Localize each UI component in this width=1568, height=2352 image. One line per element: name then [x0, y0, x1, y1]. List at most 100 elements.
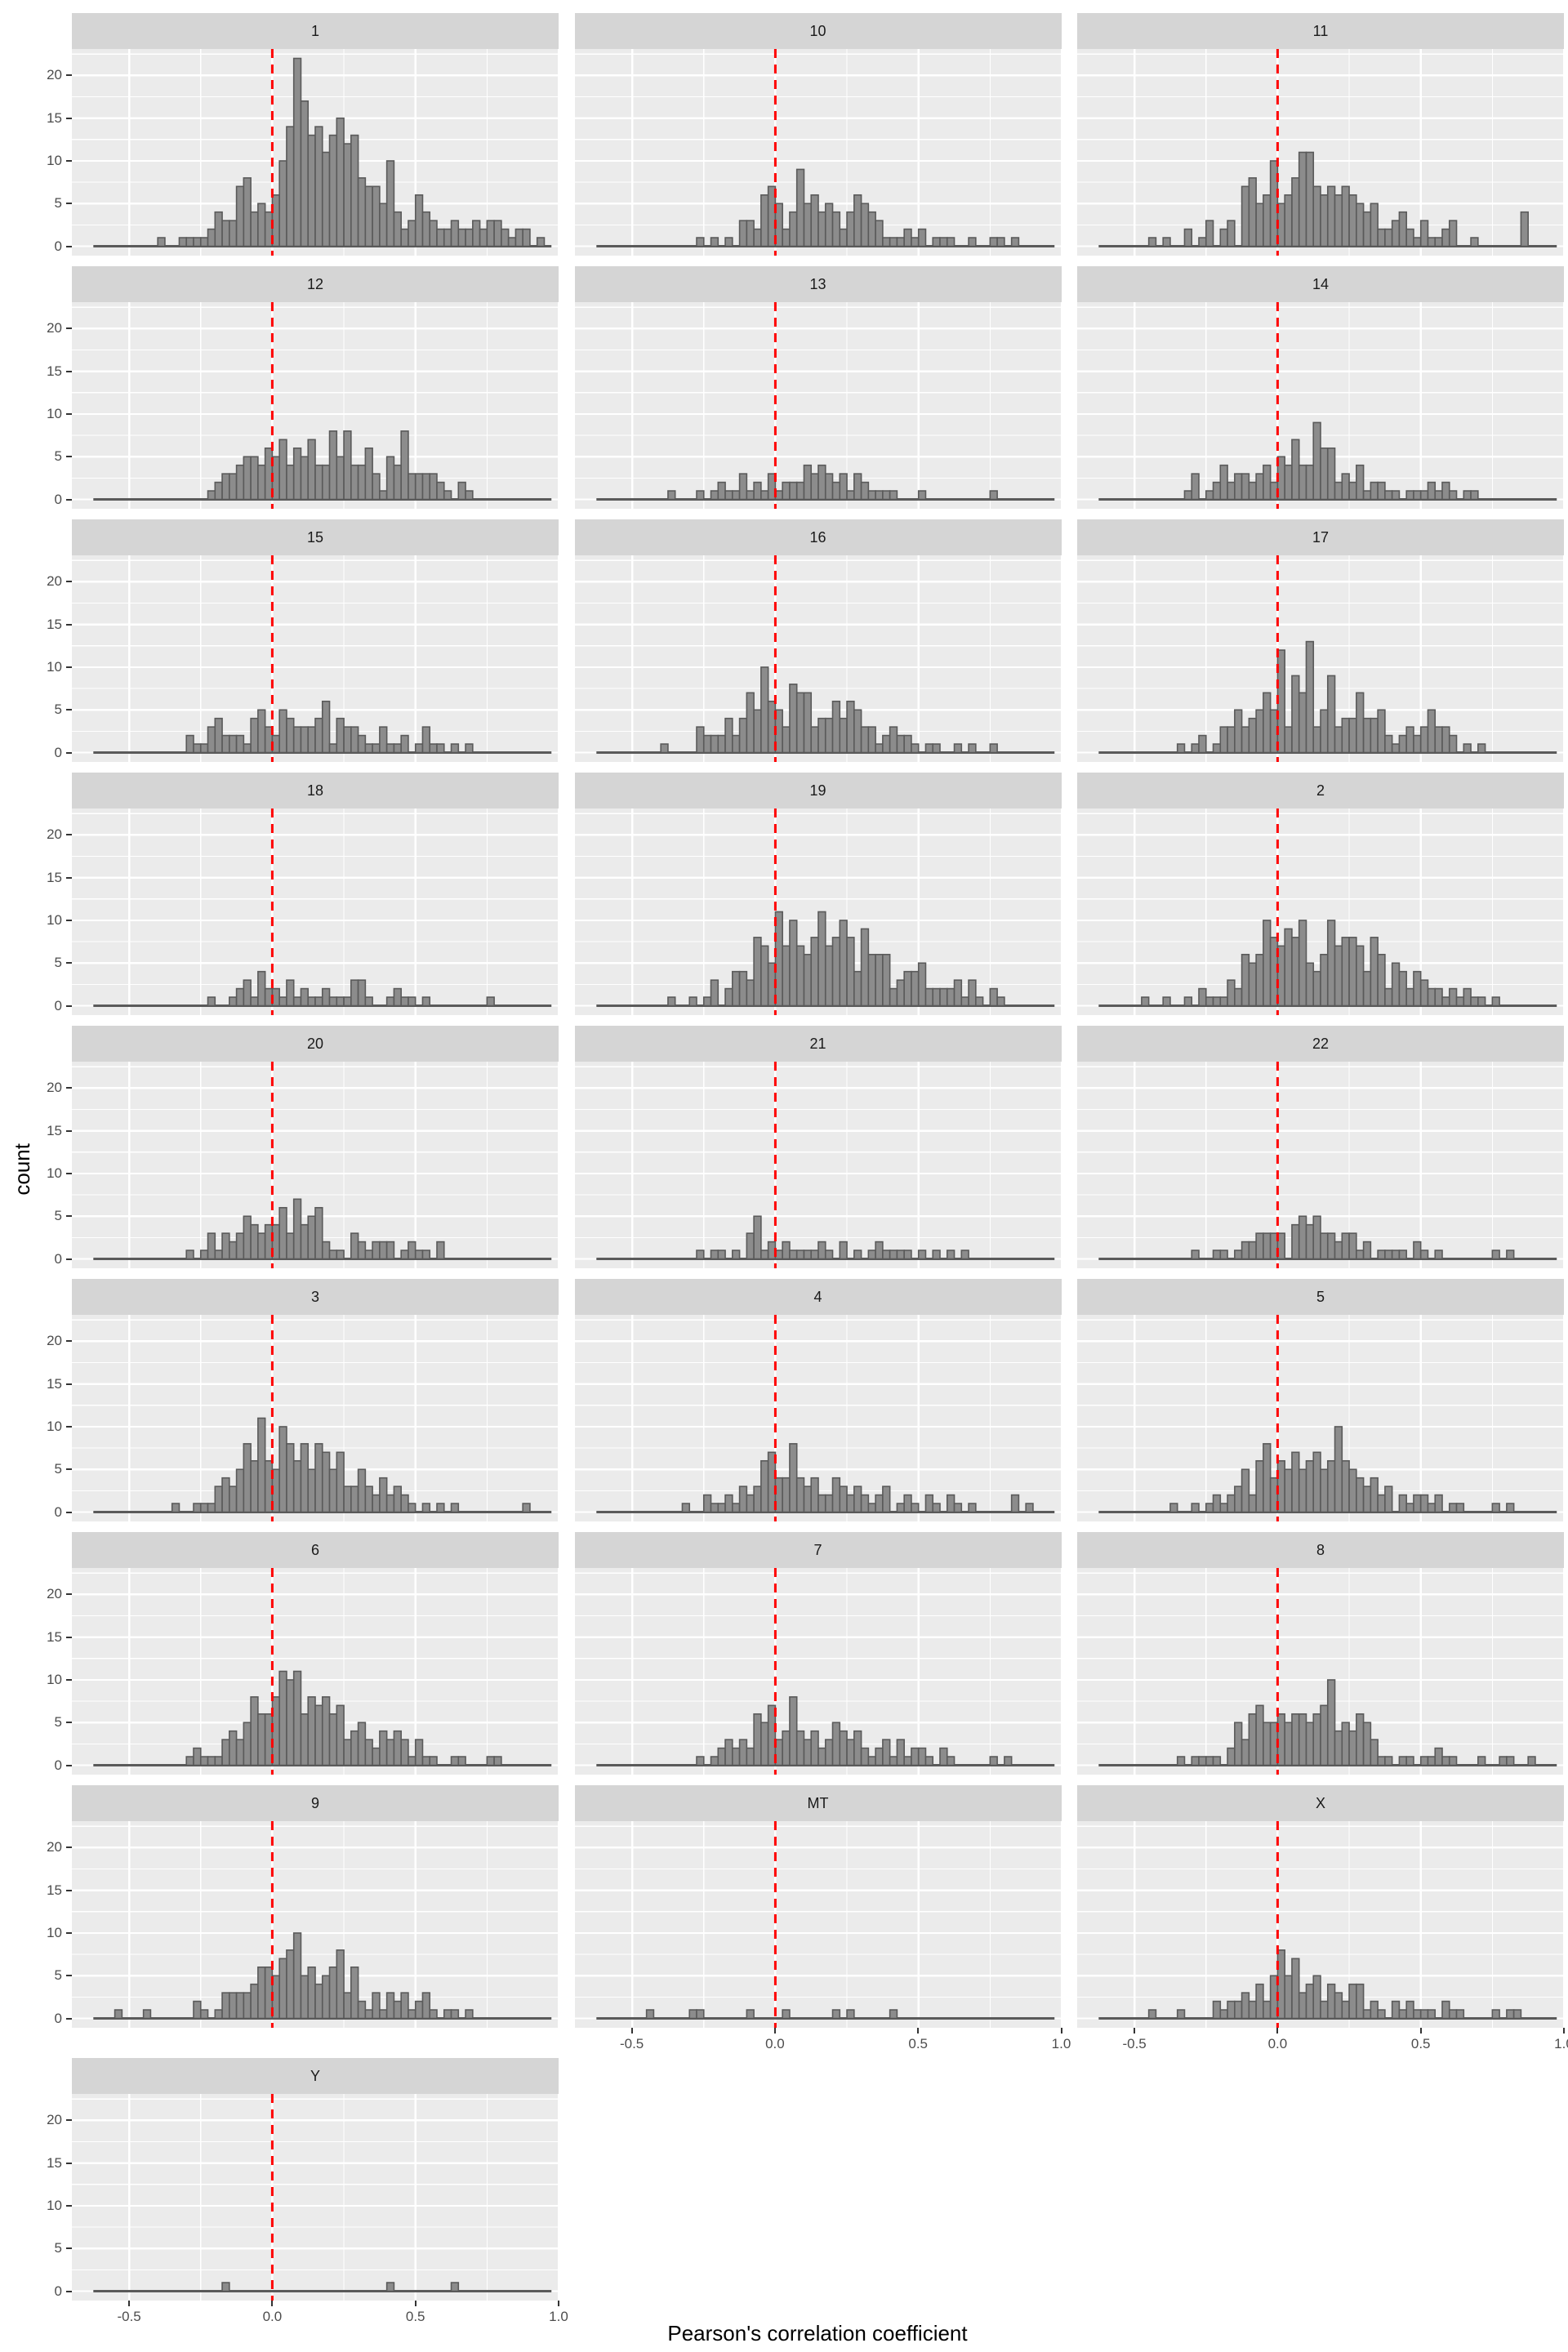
- histogram-bar: [414, 194, 424, 247]
- histogram-bar: [221, 1232, 230, 1260]
- histogram-bar: [450, 743, 460, 754]
- histogram-bar: [250, 1459, 259, 1513]
- histogram-bar: [1255, 473, 1264, 501]
- histogram-bar: [1448, 1756, 1458, 1766]
- histogram-bar: [1219, 726, 1228, 754]
- histogram-bar: [379, 203, 388, 247]
- histogram-bar: [710, 237, 719, 247]
- histogram-bars: [666, 464, 998, 501]
- histogram-bar: [300, 726, 310, 754]
- y-tick-label: 15: [47, 869, 62, 885]
- histogram-bar: [243, 1992, 252, 2020]
- histogram-bar: [917, 490, 926, 501]
- histogram-bar: [1248, 177, 1257, 247]
- histogram-bar: [193, 2000, 202, 2020]
- histogram-bar: [1470, 237, 1479, 247]
- histogram-bar: [738, 1739, 747, 1766]
- x-tick-label: 0.5: [405, 2309, 425, 2324]
- histogram-bar: [314, 1206, 323, 1260]
- histogram-bar: [738, 717, 747, 754]
- histogram-bar: [142, 2009, 152, 2020]
- histogram-bar: [501, 228, 510, 247]
- histogram-bar: [924, 743, 933, 754]
- histogram-bar: [385, 1739, 395, 1766]
- histogram-bar: [1391, 743, 1401, 754]
- histogram-bar: [1334, 1730, 1343, 1766]
- histogram-bar: [350, 464, 359, 501]
- facet-strip-label: X: [1315, 1794, 1325, 1811]
- histogram-bar: [1506, 1250, 1515, 1260]
- histogram-bar: [724, 237, 733, 247]
- histogram-bar: [746, 692, 755, 754]
- histogram-bar: [953, 1503, 962, 1513]
- histogram-bar: [1506, 2009, 1515, 2020]
- histogram-bar: [853, 473, 862, 501]
- histogram-bar: [752, 481, 762, 501]
- x-tick-mark: [1276, 2028, 1279, 2034]
- histogram-bar: [235, 987, 245, 1007]
- histogram-bar: [1326, 1983, 1336, 2020]
- histogram-bar: [910, 1503, 920, 1513]
- histogram-bar: [1377, 1250, 1386, 1260]
- histogram-bar: [400, 430, 409, 501]
- histogram-bar: [1284, 726, 1293, 754]
- histogram-bar: [1441, 726, 1450, 754]
- histogram-bar: [250, 211, 259, 247]
- histogram-bar: [666, 996, 676, 1007]
- histogram-bar: [379, 1477, 388, 1513]
- histogram-bar: [1305, 1223, 1315, 1260]
- histogram-bar: [917, 1250, 926, 1260]
- y-tick-label: 15: [47, 616, 62, 632]
- histogram-bar: [1291, 1713, 1300, 1766]
- histogram-bar: [314, 996, 323, 1007]
- histogram-bar: [1010, 237, 1019, 247]
- histogram-bar: [788, 920, 798, 1007]
- histogram-bar: [257, 1966, 266, 2020]
- histogram-bar: [414, 473, 424, 501]
- facet-panel-15: [72, 555, 559, 762]
- histogram-bar: [1024, 1503, 1034, 1513]
- histogram-bar: [357, 177, 367, 247]
- histogram-bar: [974, 996, 983, 1007]
- histogram-bar: [1191, 1756, 1200, 1766]
- histogram-bar: [1241, 1739, 1250, 1766]
- histogram-bar: [235, 734, 245, 754]
- histogram-bar: [881, 953, 890, 1007]
- histogram-bar: [229, 996, 238, 1007]
- histogram-bar: [343, 1486, 352, 1513]
- histogram-bar: [910, 237, 920, 247]
- histogram-bar: [393, 987, 402, 1007]
- facet-strip-label: 4: [813, 1288, 822, 1305]
- histogram-bar: [1434, 987, 1443, 1007]
- histogram-bar: [300, 1713, 310, 1766]
- histogram-bar: [1162, 996, 1171, 1007]
- histogram-bar: [286, 1949, 295, 2020]
- histogram-bar: [781, 1477, 791, 1513]
- histogram-bar: [874, 953, 884, 1007]
- y-tick-mark: [66, 1889, 72, 1891]
- histogram-bar: [746, 1747, 755, 1766]
- histogram-bar: [867, 211, 876, 247]
- histogram-bar: [1212, 1756, 1222, 1766]
- histogram-bar: [860, 726, 869, 754]
- histogram-bar: [1227, 1494, 1236, 1513]
- histogram-bar: [1227, 726, 1236, 754]
- histogram-bar: [874, 1494, 884, 1513]
- histogram-bar: [336, 1704, 345, 1766]
- histogram-bar: [1334, 1241, 1343, 1260]
- histogram-bar: [250, 717, 259, 754]
- x-tick-mark: [414, 2301, 416, 2306]
- histogram-bar: [307, 134, 316, 247]
- histogram-bar: [364, 447, 373, 501]
- histogram-bar: [1370, 1477, 1379, 1513]
- histogram-bar: [385, 996, 395, 1007]
- histogram-bar: [1356, 464, 1365, 501]
- histogram-bar: [1176, 1756, 1186, 1766]
- histogram-bar: [1320, 1468, 1329, 1513]
- y-tick-label: 10: [47, 911, 62, 928]
- y-tick-mark: [66, 666, 72, 668]
- histogram-bar: [1398, 734, 1407, 754]
- y-tick-label: 5: [54, 2240, 62, 2256]
- y-tick-mark: [66, 2119, 72, 2122]
- histogram-bar: [1291, 937, 1300, 1007]
